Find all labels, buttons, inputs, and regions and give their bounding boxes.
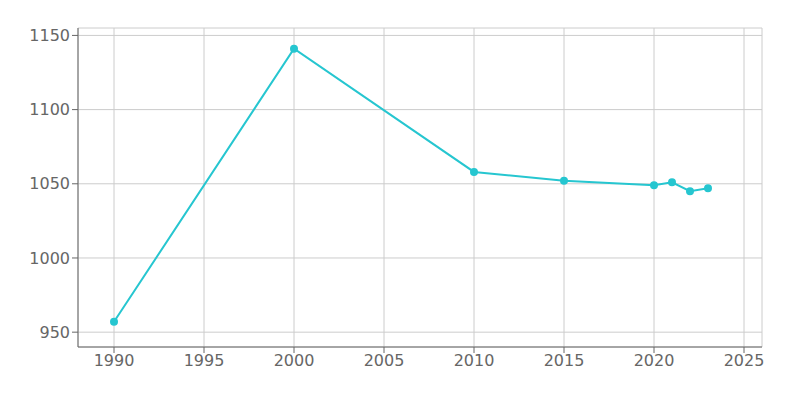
svg-text:1990: 1990: [94, 351, 135, 370]
svg-text:2015: 2015: [544, 351, 585, 370]
svg-text:2025: 2025: [724, 351, 765, 370]
svg-text:1150: 1150: [29, 26, 70, 45]
svg-text:1000: 1000: [29, 249, 70, 268]
svg-text:2010: 2010: [454, 351, 495, 370]
svg-text:2005: 2005: [364, 351, 405, 370]
svg-text:1050: 1050: [29, 174, 70, 193]
svg-text:2000: 2000: [274, 351, 315, 370]
svg-text:1100: 1100: [29, 100, 70, 119]
svg-text:2020: 2020: [634, 351, 675, 370]
svg-text:950: 950: [39, 323, 70, 342]
svg-text:1995: 1995: [184, 351, 225, 370]
